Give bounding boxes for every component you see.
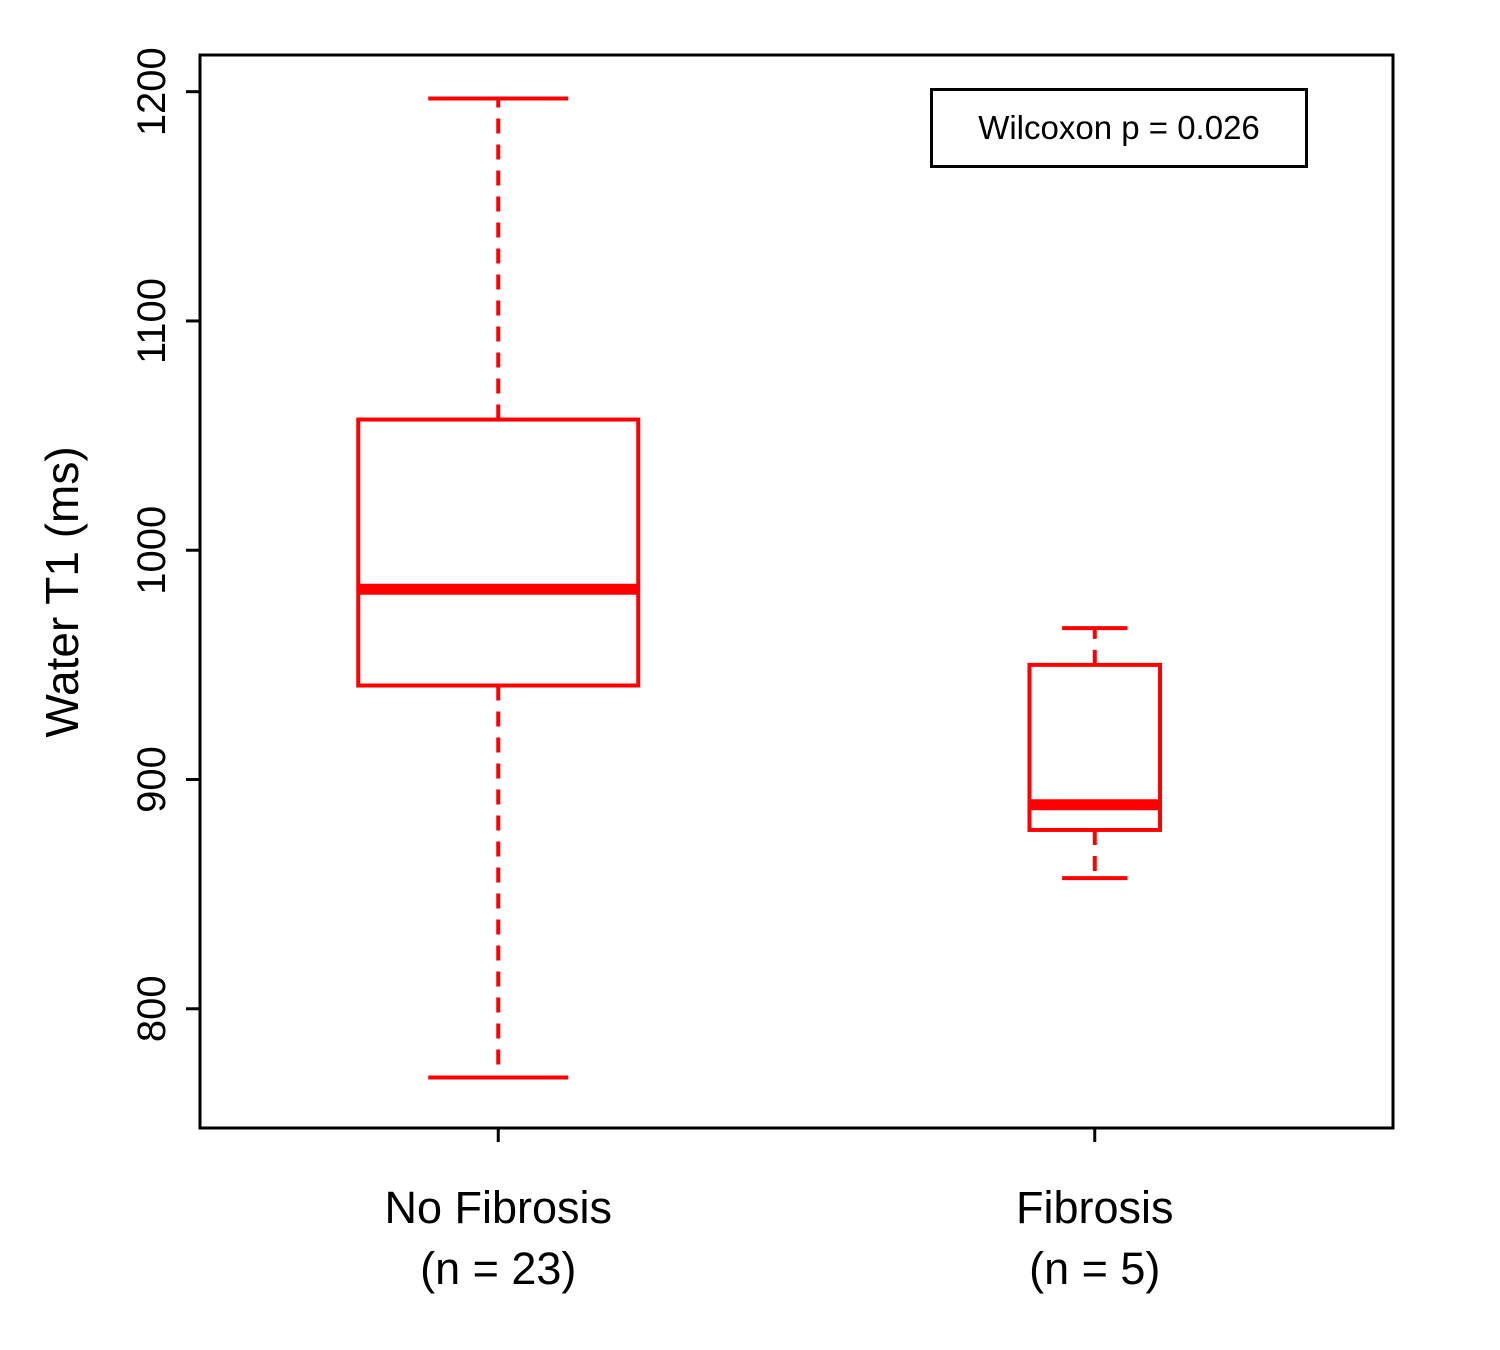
y-tick-label: 1100 xyxy=(130,278,174,364)
legend-box: Wilcoxon p = 0.026 xyxy=(930,88,1308,168)
group-name: No Fibrosis xyxy=(384,1182,613,1233)
x-tick-label-fibrosis: Fibrosis (n = 5) xyxy=(875,1178,1315,1300)
iqr-box xyxy=(356,417,641,688)
group-count: (n = 5) xyxy=(1029,1242,1161,1294)
y-tick-label: 1000 xyxy=(130,506,174,595)
group-name: Fibrosis xyxy=(1015,1182,1174,1233)
group-count: (n = 23) xyxy=(420,1242,577,1294)
y-tick-label: 1200 xyxy=(130,47,174,136)
legend-text: Wilcoxon p = 0.026 xyxy=(978,109,1260,146)
y-tick-label: 800 xyxy=(130,975,174,1042)
x-tick-label-no-fibrosis: No Fibrosis (n = 23) xyxy=(278,1178,718,1300)
y-tick-label: 900 xyxy=(130,746,174,813)
plot-border xyxy=(198,53,1395,1130)
y-axis-title: Water T1 (ms) xyxy=(36,446,88,738)
